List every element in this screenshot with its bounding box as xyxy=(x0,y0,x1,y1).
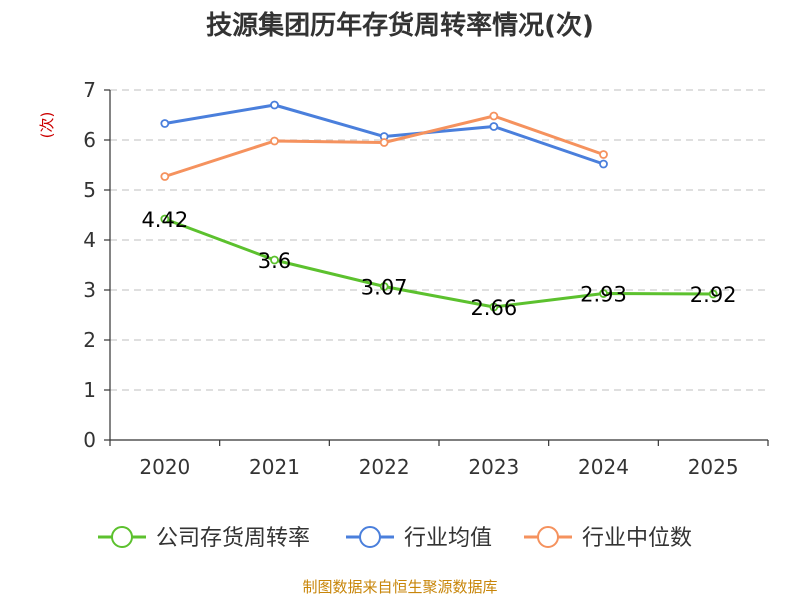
legend-swatch-marker xyxy=(537,526,559,548)
data-label: 2.66 xyxy=(470,296,517,320)
legend-item[interactable]: 公司存货周转率 xyxy=(98,526,310,551)
legend-swatch-marker xyxy=(111,526,133,548)
data-labels: 4.42 3.6 3.07 2.66 2.93 2.92 xyxy=(141,208,736,320)
legend-item[interactable]: 行业均值 xyxy=(346,526,492,551)
y-tick-label: 3 xyxy=(83,278,96,302)
series-point[interactable] xyxy=(379,138,389,147)
x-tick-label: 2021 xyxy=(249,455,300,479)
data-label: 3.07 xyxy=(361,276,408,300)
grid-lines xyxy=(110,89,768,391)
data-label: 2.92 xyxy=(690,283,737,307)
x-tick-label: 2020 xyxy=(139,455,190,479)
series-point[interactable] xyxy=(489,302,499,312)
series-point[interactable] xyxy=(160,172,170,181)
y-tick-label: 1 xyxy=(83,378,96,402)
series-point[interactable] xyxy=(489,122,499,131)
x-tick-label: 2024 xyxy=(578,455,629,479)
legend-label: 公司存货周转率 xyxy=(156,526,310,551)
data-label: 4.42 xyxy=(141,208,188,232)
series-point[interactable] xyxy=(599,150,608,159)
axes: 0 1 2 3 4 5 6 7 2020 2021 2022 2023 2024 2025 xyxy=(83,78,769,479)
series-point[interactable] xyxy=(270,255,279,265)
y-axis-label: (次) xyxy=(38,112,56,139)
series-point[interactable] xyxy=(270,100,279,110)
series-point[interactable] xyxy=(270,136,279,146)
x-tick-label: 2025 xyxy=(688,455,739,479)
x-tick-label: 2022 xyxy=(359,455,410,479)
y-tick-label: 2 xyxy=(83,328,96,352)
y-tick-label: 7 xyxy=(83,78,96,102)
chart-title: 技源集团历年存货周转率情况(次) xyxy=(206,10,594,41)
source-note: 制图数据来自恒生聚源数据库 xyxy=(302,578,497,596)
series-point[interactable] xyxy=(599,289,608,298)
legend-label: 行业中位数 xyxy=(582,526,692,551)
x-tick-label: 2023 xyxy=(468,455,519,479)
data-label: 2.93 xyxy=(580,283,627,307)
legend-swatch-marker xyxy=(359,526,381,548)
series-point[interactable] xyxy=(489,111,499,121)
legend-item[interactable]: 行业中位数 xyxy=(524,526,692,551)
series-point[interactable] xyxy=(708,289,718,299)
series-point[interactable] xyxy=(160,119,170,128)
y-tick-label: 6 xyxy=(83,128,96,152)
series-point[interactable] xyxy=(599,159,608,169)
y-tick-label: 5 xyxy=(83,178,96,202)
y-tick-label: 4 xyxy=(83,228,96,252)
series-point[interactable] xyxy=(379,282,389,291)
y-tick-label: 0 xyxy=(83,428,96,452)
series-point[interactable] xyxy=(160,214,170,224)
legend-label: 行业均值 xyxy=(404,526,492,551)
series-lines xyxy=(160,100,718,312)
series-line-0 xyxy=(164,217,714,309)
data-label: 3.6 xyxy=(258,249,291,273)
legend[interactable]: 公司存货周转率 行业均值 行业中位数 xyxy=(98,526,692,551)
